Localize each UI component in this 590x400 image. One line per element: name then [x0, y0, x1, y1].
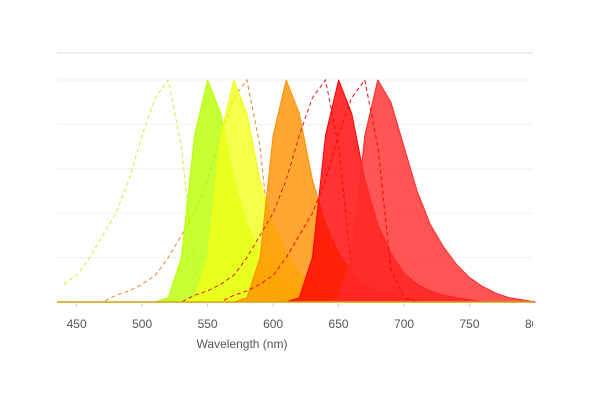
x-tick-label: 650 [329, 317, 349, 331]
x-tick-label: 600 [263, 317, 283, 331]
x-tick-label: 750 [460, 317, 480, 331]
plot-area [63, 78, 536, 303]
x-tick-label: 450 [67, 317, 87, 331]
x-axis-label: Wavelength (nm) [197, 337, 288, 351]
emission-area [63, 79, 536, 303]
x-tick-label: 800 [525, 317, 545, 331]
x-ticks: 450 500 550 600 650 700 750 800 [67, 302, 545, 331]
x-tick-label: 550 [198, 317, 218, 331]
x-tick-label: 500 [132, 317, 152, 331]
x-tick-label: 700 [394, 317, 414, 331]
